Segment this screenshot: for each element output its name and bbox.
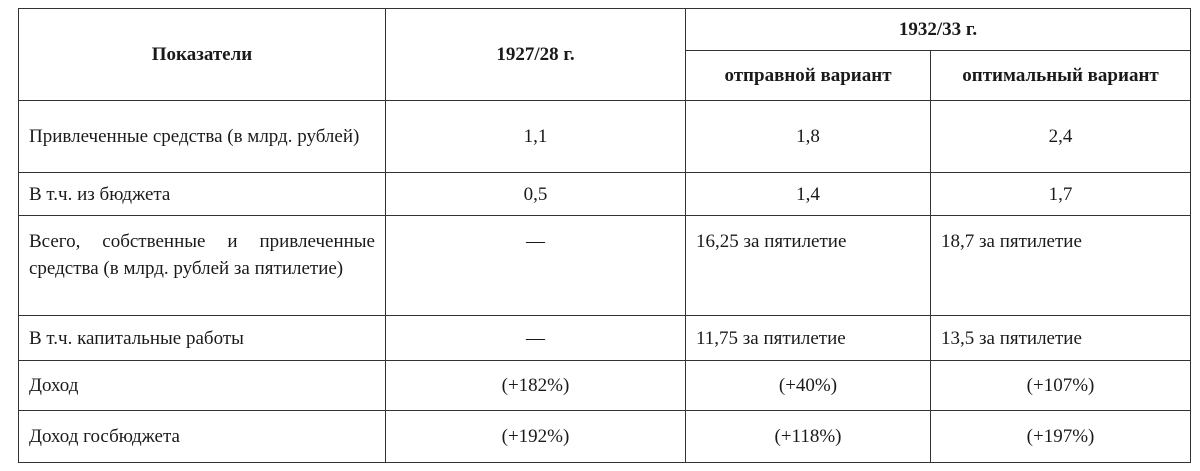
- cell: 0,5: [385, 172, 686, 216]
- cell: 1,8: [685, 100, 931, 173]
- header-cell: оптимальный вариант: [929, 50, 1192, 101]
- cell: 1,7: [929, 172, 1192, 216]
- table-row: В т.ч. капитальные работы —11,75 за пятил…: [18, 315, 1192, 361]
- cell: 1,1: [385, 100, 686, 173]
- table-row: Привлеченные средства (в млрд. рублей) 1,…: [18, 100, 1192, 173]
- table-row: Доход (+182%) (+40%) (+107%): [18, 360, 1192, 411]
- cell: —: [385, 315, 686, 361]
- cell: (+192%): [385, 410, 686, 463]
- table-row: В т.ч. из бюджета 0,5 1,4 1,7: [18, 172, 1192, 216]
- cell: 13,5 за пятилетие: [929, 315, 1192, 361]
- header-row: отправной вариант оптимальный вариант: [19, 50, 1192, 101]
- data-table: Показатели 1927/28 г. 1932/33 г. отправн…: [18, 8, 1192, 463]
- cell: (+40%): [685, 360, 931, 411]
- header-cell: 1932/33 г.: [684, 8, 1192, 51]
- cell: (+197%): [929, 410, 1192, 463]
- cell: 11,75 за пятилетие: [685, 315, 931, 361]
- table-body: Привлеченные средства (в млрд. рублей) 1,…: [18, 100, 1192, 463]
- header-cell: Показатели: [18, 8, 386, 101]
- row-label: Привлеченные средства (в млрд. рублей): [18, 100, 386, 173]
- row-label: Доход: [18, 360, 386, 411]
- cell: 1,4: [685, 172, 931, 216]
- cell: 16,25 за пятилетие: [685, 215, 931, 316]
- header-row: Показатели 1927/28 г. 1932/33 г.: [18, 8, 1192, 101]
- cell: (+118%): [685, 410, 931, 463]
- row-label: В т.ч. из бюджета: [18, 172, 386, 216]
- header-cell: отправной вариант: [685, 50, 931, 101]
- header-cell: 1927/28 г.: [385, 8, 686, 101]
- row-label: Доход госбюджета: [18, 410, 386, 463]
- cell: 18,7 за пятилетие: [929, 215, 1192, 316]
- cell: 2,4: [929, 100, 1192, 173]
- row-label: Всего, собственные и привлеченные средст…: [18, 215, 386, 316]
- cell: (+107%): [929, 360, 1192, 411]
- row-label: В т.ч. капитальные работы: [18, 315, 386, 361]
- cell: —: [385, 215, 686, 316]
- table-row: Всего, собственные и привлеченные средст…: [18, 215, 1192, 316]
- table-row: Доход госбюджета (+192%) (+118%) (+197%): [18, 410, 1192, 463]
- cell: (+182%): [385, 360, 686, 411]
